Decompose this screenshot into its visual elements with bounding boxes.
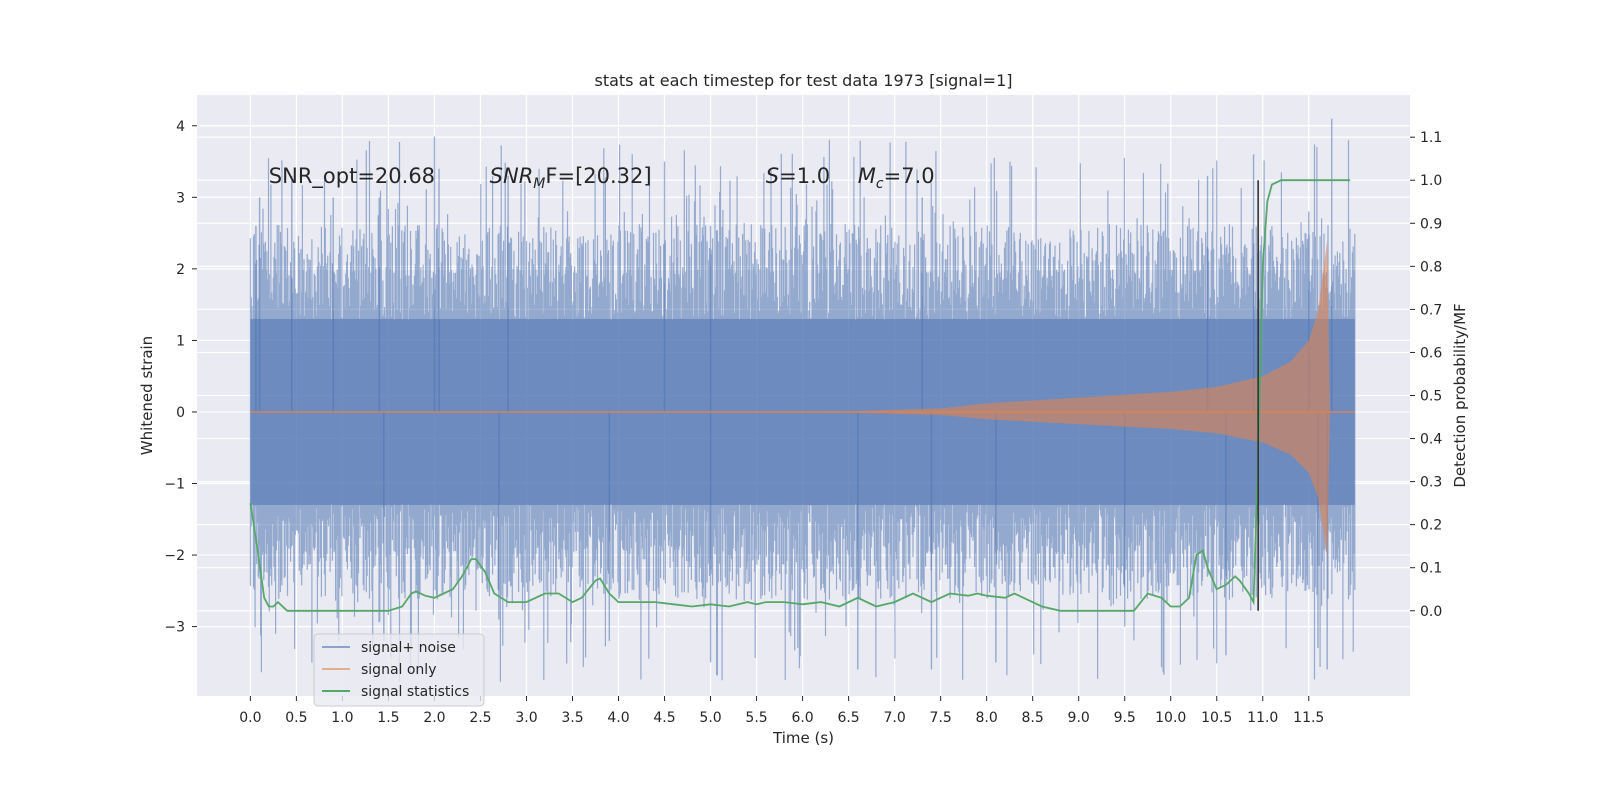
y-right-tick-label: 0.8 [1420, 259, 1442, 275]
y-right-tick-label: 0.5 [1420, 389, 1442, 405]
y-tick-label: −3 [164, 620, 185, 636]
x-tick-label: 10.5 [1201, 710, 1232, 726]
x-tick-label: 11.5 [1293, 710, 1324, 726]
x-tick-label: 7.5 [929, 710, 951, 726]
y-tick-label: 1 [176, 333, 185, 349]
y-tick-label: 3 [176, 190, 185, 206]
x-tick-label: 0.0 [239, 710, 261, 726]
y-tick-label: 4 [176, 119, 185, 135]
y-tick-label: 2 [176, 262, 185, 278]
y-axis-label: Whitened strain [138, 336, 156, 455]
x-tick-label: 0.5 [285, 710, 307, 726]
y-tick-label: −1 [164, 477, 185, 493]
y-axis-left: −3 −2 −1 0 1 2 3 4 [164, 119, 197, 636]
x-tick-label: 9.5 [1114, 710, 1136, 726]
y-tick-label: −2 [164, 548, 185, 564]
legend-label: signal statistics [361, 684, 469, 700]
legend-label: signal+ noise [361, 640, 456, 656]
x-tick-label: 9.0 [1068, 710, 1090, 726]
annotation-text: Mc=7.0 [858, 164, 935, 192]
signal-only-area [250, 240, 1355, 558]
x-tick-label: 3.0 [515, 710, 537, 726]
annotation-text: SNRMF=[20.32] [490, 164, 652, 192]
signal-statistics-series [249, 179, 1351, 612]
legend-label: signal only [361, 662, 436, 678]
x-tick-label: 1.5 [377, 710, 399, 726]
y-tick-label: 0 [176, 405, 185, 421]
chart-title: stats at each timestep for test data 197… [594, 71, 1012, 90]
x-tick-label: 11.0 [1247, 710, 1278, 726]
x-tick-label: 2.0 [423, 710, 445, 726]
y-right-tick-label: 1.0 [1420, 173, 1442, 189]
x-tick-label: 10.0 [1155, 710, 1186, 726]
y-axis-right: 0.0 0.1 0.2 0.3 0.4 0.5 0.6 0.7 0.8 0.9 1.0 1.1 [1410, 130, 1442, 620]
annotation-text: SNR_opt=20.68 [269, 164, 435, 189]
legend: signal+ noise signal only signal statistic… [313, 633, 485, 707]
y-right-tick-label: 0.4 [1420, 432, 1442, 448]
x-tick-label: 4.5 [653, 710, 675, 726]
y-right-tick-label: 1.1 [1420, 130, 1442, 146]
y-right-tick-label: 0.6 [1420, 345, 1442, 361]
y-right-tick-label: 0.0 [1420, 604, 1442, 620]
x-tick-label: 3.5 [561, 710, 583, 726]
y-right-tick-label: 0.3 [1420, 475, 1442, 491]
annotations: SNR_opt=20.68 SNRMF=[20.32] S=1.0 Mc=7.0 [269, 164, 935, 192]
x-axis: 0.0 0.5 1.0 1.5 2.0 2.5 3.0 3.5 4.0 4.5 5.0 5.5 6.0 6… [239, 696, 1324, 726]
y-right-tick-label: 0.1 [1420, 561, 1442, 577]
annotation-text: S=1.0 [766, 164, 830, 188]
x-tick-label: 7.0 [883, 710, 905, 726]
legend-box [313, 633, 485, 707]
y-right-tick-label: 0.9 [1420, 216, 1442, 232]
x-tick-label: 8.0 [976, 710, 998, 726]
y-right-tick-label: 0.7 [1420, 302, 1442, 318]
x-tick-label: 5.0 [699, 710, 721, 726]
x-tick-label: 4.0 [607, 710, 629, 726]
x-tick-label: 6.0 [791, 710, 813, 726]
signal-statistics-line [249, 179, 1351, 612]
x-tick-label: 8.5 [1022, 710, 1044, 726]
y-axis-right-label: Detection probability/MF [1451, 303, 1469, 487]
x-tick-label: 2.5 [469, 710, 491, 726]
x-tick-label: 6.5 [837, 710, 859, 726]
signal-only-series [250, 240, 1355, 558]
x-tick-label: 1.0 [331, 710, 353, 726]
x-axis-label: Time (s) [772, 729, 834, 747]
y-right-tick-label: 0.2 [1420, 518, 1442, 534]
x-tick-label: 5.5 [745, 710, 767, 726]
